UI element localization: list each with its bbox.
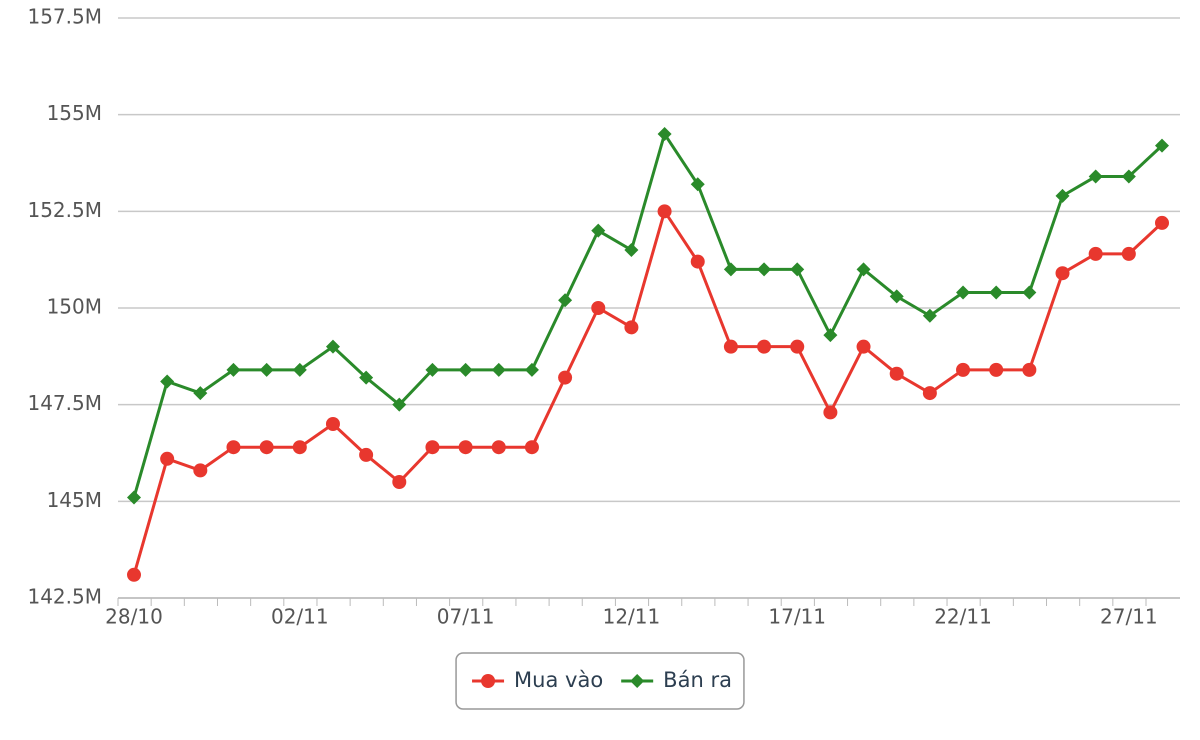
- point: [657, 204, 672, 219]
- legend-label: Mua vào: [514, 668, 603, 692]
- point: [481, 674, 496, 688]
- point: [226, 362, 241, 377]
- legend-label: Bán ra: [663, 668, 732, 692]
- series-line: [132, 130, 1164, 498]
- y-tick-label: 142.5M: [27, 585, 102, 609]
- x-tick-label: 22/11: [934, 605, 992, 629]
- point: [292, 440, 307, 455]
- point: [1022, 362, 1037, 377]
- point: [989, 362, 1004, 377]
- point: [226, 440, 241, 455]
- y-tick-label: 152.5M: [27, 198, 102, 222]
- point: [624, 320, 639, 335]
- point: [1055, 266, 1070, 281]
- point: [458, 362, 473, 377]
- point: [823, 405, 838, 420]
- point: [259, 362, 274, 377]
- x-tick-label: 17/11: [768, 605, 826, 629]
- point: [392, 397, 407, 412]
- point: [889, 366, 904, 381]
- point: [491, 362, 506, 377]
- point: [856, 262, 871, 277]
- point: [259, 440, 274, 455]
- point: [757, 262, 772, 277]
- point: [325, 339, 340, 354]
- point: [723, 339, 738, 354]
- point: [359, 447, 374, 462]
- legend: Mua vào Bán ra: [455, 652, 745, 710]
- point: [127, 567, 141, 582]
- legend-box: [455, 652, 745, 710]
- point: [1088, 169, 1103, 184]
- point: [1121, 169, 1136, 184]
- point: [491, 440, 506, 455]
- point: [359, 370, 374, 385]
- point: [292, 362, 307, 377]
- point: [524, 440, 539, 455]
- point: [127, 490, 141, 505]
- point: [657, 127, 672, 141]
- point: [1088, 246, 1103, 261]
- point: [1155, 138, 1169, 153]
- x-tick-label: 07/11: [437, 605, 495, 629]
- x-tick-label: 28/10: [105, 605, 163, 629]
- x-tick-label: 12/11: [603, 605, 661, 629]
- y-tick-label: 155M: [47, 101, 102, 125]
- point: [160, 451, 175, 466]
- point: [1121, 246, 1136, 261]
- point: [558, 370, 573, 385]
- point: [790, 262, 805, 277]
- point: [325, 417, 340, 431]
- point: [922, 386, 937, 401]
- point: [591, 223, 606, 238]
- point: [193, 386, 208, 401]
- point: [193, 463, 208, 478]
- y-tick-label: 150M: [47, 295, 102, 319]
- point: [591, 301, 606, 315]
- legend-item[interactable]: Bán ra: [621, 668, 732, 692]
- y-tick-label: 147.5M: [27, 391, 102, 415]
- series-line: [132, 207, 1164, 576]
- point: [1155, 215, 1169, 230]
- point: [160, 374, 175, 389]
- point: [989, 285, 1004, 300]
- x-tick-label: 02/11: [271, 605, 329, 629]
- point: [723, 262, 738, 277]
- point: [889, 289, 904, 304]
- point: [1022, 285, 1037, 300]
- point: [690, 254, 705, 269]
- y-tick-label: 157.5M: [27, 5, 102, 29]
- point: [558, 293, 573, 308]
- point: [956, 285, 971, 300]
- point: [922, 308, 937, 323]
- point: [624, 243, 639, 257]
- point: [425, 362, 440, 377]
- y-tick-label: 145M: [47, 488, 102, 512]
- point: [630, 674, 645, 688]
- x-tick-label: 27/11: [1100, 605, 1158, 629]
- point: [458, 440, 473, 455]
- point: [524, 362, 539, 377]
- point: [425, 440, 440, 455]
- point: [956, 362, 971, 377]
- point: [690, 177, 705, 192]
- point: [823, 328, 838, 343]
- legend-item[interactable]: Mua vào: [472, 668, 603, 692]
- point: [1055, 188, 1070, 203]
- point: [757, 339, 772, 354]
- point: [392, 475, 407, 489]
- point: [856, 339, 871, 354]
- point: [790, 339, 805, 354]
